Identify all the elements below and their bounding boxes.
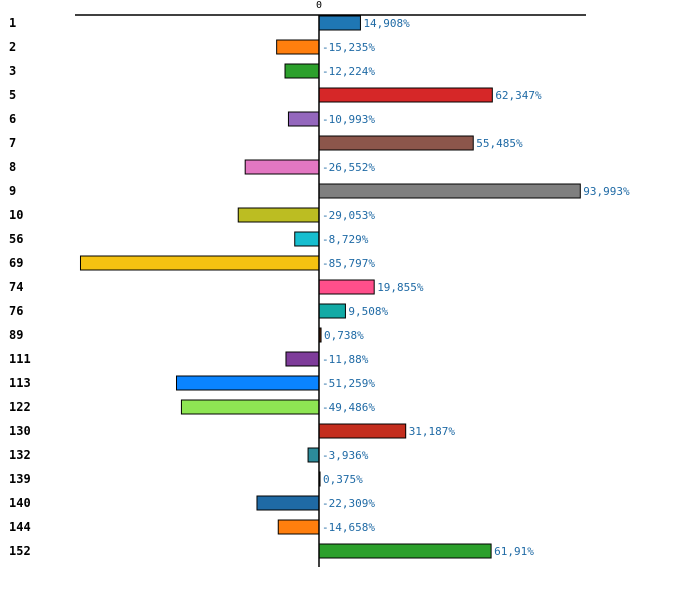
bar [180, 399, 320, 415]
bar [256, 495, 320, 511]
category-label: 5 [9, 88, 16, 102]
value-label: -3,936% [322, 449, 369, 462]
value-label: -29,053% [322, 209, 375, 222]
bar [318, 543, 492, 559]
category-label: 3 [9, 64, 16, 78]
category-label: 132 [9, 448, 31, 462]
category-label: 76 [9, 304, 23, 318]
bar [79, 255, 320, 271]
category-label: 113 [9, 376, 31, 390]
category-label: 140 [9, 496, 31, 510]
category-label: 111 [9, 352, 31, 366]
value-label: 9,508% [348, 305, 388, 318]
bar [318, 423, 407, 439]
value-label: -22,309% [322, 497, 375, 510]
value-label: 0,375% [323, 473, 363, 486]
category-label: 6 [9, 112, 16, 126]
value-label: -26,552% [322, 161, 375, 174]
bar [277, 519, 320, 535]
category-label: 7 [9, 136, 16, 150]
bar [318, 15, 361, 31]
category-label: 144 [9, 520, 31, 534]
bars-group: 1 14,908% 2 -15,235% 3 -12,224% 5 62,347% 6 -10,9… [9, 15, 630, 559]
category-label: 2 [9, 40, 16, 54]
bar [285, 351, 320, 367]
bar [318, 87, 493, 103]
bar [318, 303, 346, 319]
value-label: 93,993% [583, 185, 630, 198]
category-label: 9 [9, 184, 16, 198]
value-label: -12,224% [322, 65, 375, 78]
bar [244, 159, 320, 175]
category-label: 74 [9, 280, 23, 294]
value-label: -11,88% [322, 353, 369, 366]
value-label: -8,729% [322, 233, 369, 246]
category-label: 69 [9, 256, 23, 270]
bar [294, 231, 320, 247]
category-label: 139 [9, 472, 31, 486]
zero-tick-label: 0 [316, 0, 322, 11]
value-label: 19,855% [377, 281, 424, 294]
value-label: -51,259% [322, 377, 375, 390]
value-label: 55,485% [476, 137, 523, 150]
value-label: -15,235% [322, 41, 375, 54]
category-label: 89 [9, 328, 23, 342]
bar [237, 207, 320, 223]
value-label: 62,347% [495, 89, 542, 102]
bar [287, 111, 320, 127]
bar [318, 135, 474, 151]
value-label: -10,993% [322, 113, 375, 126]
value-label: 0,738% [324, 329, 364, 342]
category-label: 8 [9, 160, 16, 174]
category-label: 122 [9, 400, 31, 414]
value-label: 31,187% [409, 425, 456, 438]
value-label: -14,658% [322, 521, 375, 534]
bar [284, 63, 320, 79]
category-label: 1 [9, 16, 16, 30]
value-label: 14,908% [363, 17, 410, 30]
bar [318, 279, 375, 295]
bar [318, 183, 581, 199]
category-label: 152 [9, 544, 31, 558]
category-label: 130 [9, 424, 31, 438]
category-label: 56 [9, 232, 23, 246]
value-label: -85,797% [322, 257, 375, 270]
bar [175, 375, 320, 391]
bar [307, 447, 320, 463]
category-label: 10 [9, 208, 23, 222]
value-label: -49,486% [322, 401, 375, 414]
bar [276, 39, 320, 55]
value-label: 61,91% [494, 545, 534, 558]
